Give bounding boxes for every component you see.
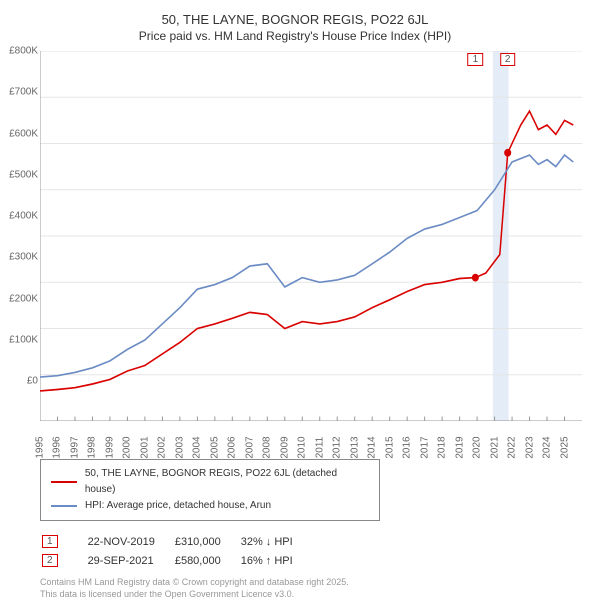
legend-label: HPI: Average price, detached house, Arun	[85, 498, 271, 514]
x-axis-label: 1996	[52, 436, 63, 458]
x-axis-label: 2020	[472, 436, 483, 458]
x-axis-label: 1999	[104, 436, 115, 458]
chart-title: 50, THE LAYNE, BOGNOR REGIS, PO22 6JL	[0, 12, 590, 27]
x-axis-label: 2015	[384, 436, 395, 458]
x-axis-label: 2014	[367, 436, 378, 458]
x-axis-label: 2013	[349, 436, 360, 458]
legend: 50, THE LAYNE, BOGNOR REGIS, PO22 6JL (d…	[40, 459, 380, 521]
transaction-marker: 1	[42, 535, 58, 548]
x-axis-label: 2012	[332, 436, 343, 458]
x-axis-label: 2004	[192, 436, 203, 458]
transaction-delta: 16% ↑ HPI	[241, 552, 311, 569]
x-axis-label: 2017	[419, 436, 430, 458]
legend-swatch	[51, 481, 77, 483]
x-axis-label: 2006	[227, 436, 238, 458]
x-axis-label: 2021	[489, 436, 500, 458]
x-axis-label: 2001	[139, 436, 150, 458]
y-axis-label: £500K	[2, 169, 38, 180]
footer: Contains HM Land Registry data © Crown c…	[40, 577, 590, 600]
x-axis-label: 2018	[437, 436, 448, 458]
x-axis-label: 2022	[507, 436, 518, 458]
x-axis-label: 2008	[262, 436, 273, 458]
chart-area: £0£100K£200K£300K£400K£500K£600K£700K£80…	[40, 51, 582, 421]
x-axis-label: 2019	[454, 436, 465, 458]
x-axis-label: 1995	[35, 436, 46, 458]
y-axis-label: £0	[2, 376, 38, 387]
transaction-row: 1 22-NOV-2019£310,00032% ↓ HPI	[42, 533, 311, 550]
x-axis-label: 2025	[559, 436, 570, 458]
x-axis-label: 2016	[402, 436, 413, 458]
transaction-date: 22-NOV-2019	[88, 533, 173, 550]
legend-row: HPI: Average price, detached house, Arun	[51, 498, 369, 514]
transaction-row: 2 29-SEP-2021£580,00016% ↑ HPI	[42, 552, 311, 569]
legend-swatch	[51, 505, 77, 507]
x-axis-label: 2007	[244, 436, 255, 458]
transaction-price: £310,000	[175, 533, 239, 550]
y-axis-label: £800K	[2, 46, 38, 57]
x-axis-label: 2003	[174, 436, 185, 458]
transaction-delta: 32% ↓ HPI	[241, 533, 311, 550]
x-axis-label: 2002	[157, 436, 168, 458]
y-axis-label: £200K	[2, 293, 38, 304]
transaction-price: £580,000	[175, 552, 239, 569]
transaction-date: 29-SEP-2021	[88, 552, 173, 569]
footer-line2: This data is licensed under the Open Gov…	[40, 589, 590, 600]
legend-row: 50, THE LAYNE, BOGNOR REGIS, PO22 6JL (d…	[51, 466, 369, 498]
y-axis-label: £100K	[2, 334, 38, 345]
x-axis-label: 2024	[542, 436, 553, 458]
x-axis-label: 1997	[69, 436, 80, 458]
transaction-marker: 2	[42, 554, 58, 567]
x-axis-label: 2011	[314, 437, 325, 459]
chart-subtitle: Price paid vs. HM Land Registry's House …	[0, 29, 590, 43]
y-axis-label: £300K	[2, 252, 38, 263]
x-axis-label: 1998	[87, 436, 98, 458]
x-axis-label: 2023	[524, 436, 535, 458]
chart-marker-1: 1	[468, 53, 484, 66]
chart-svg	[40, 51, 582, 421]
x-axis-label: 2009	[279, 436, 290, 458]
x-axis-label: 2000	[122, 436, 133, 458]
x-axis-label: 2010	[297, 436, 308, 458]
y-axis-label: £400K	[2, 211, 38, 222]
transactions-table: 1 22-NOV-2019£310,00032% ↓ HPI 2 29-SEP-202…	[40, 531, 313, 571]
footer-line1: Contains HM Land Registry data © Crown c…	[40, 577, 590, 589]
x-axis-label: 2005	[209, 436, 220, 458]
y-axis-label: £700K	[2, 87, 38, 98]
y-axis-label: £600K	[2, 128, 38, 139]
chart-marker-2: 2	[500, 53, 516, 66]
legend-label: 50, THE LAYNE, BOGNOR REGIS, PO22 6JL (d…	[85, 466, 369, 498]
